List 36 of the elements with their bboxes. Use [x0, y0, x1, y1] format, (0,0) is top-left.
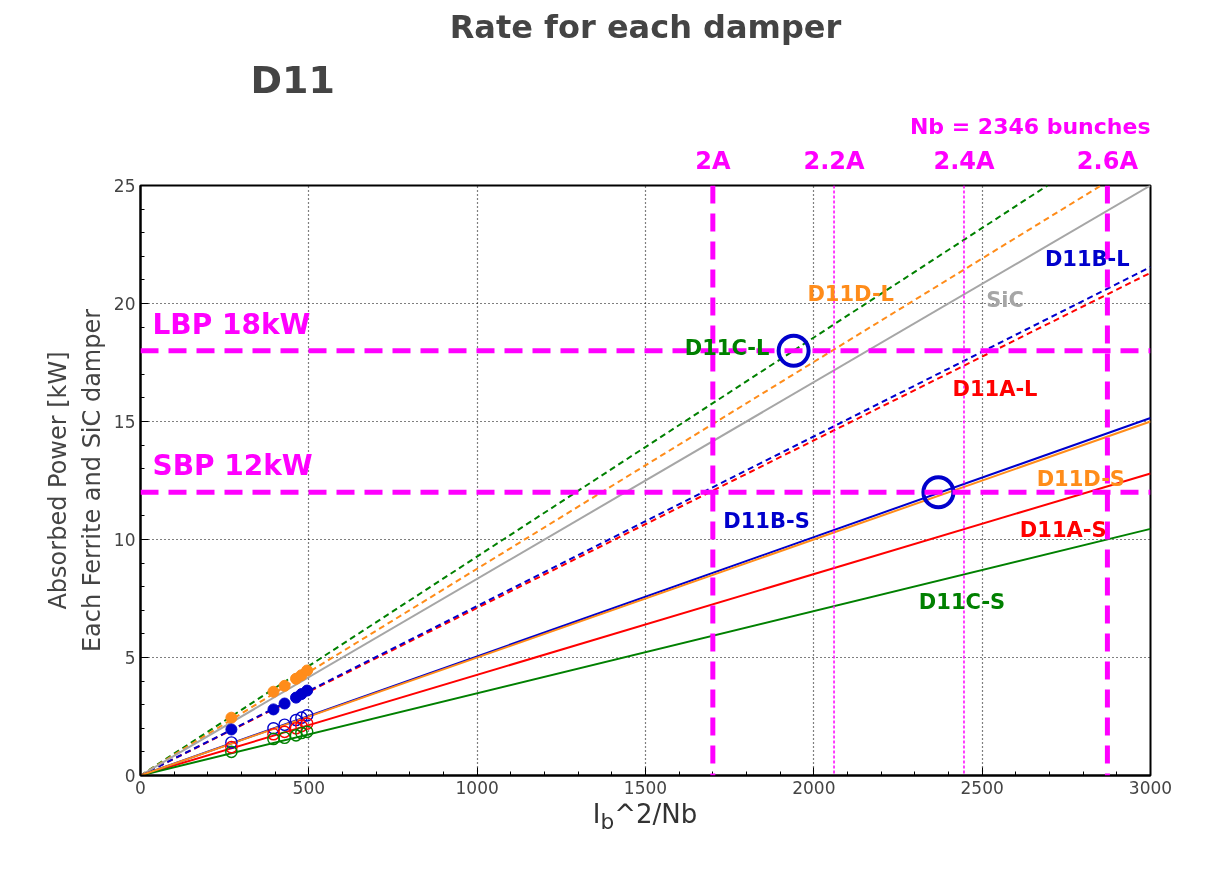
point	[267, 703, 280, 716]
x-tick-label: 1500	[623, 777, 668, 798]
y-tick-label: 25	[113, 176, 136, 196]
annotation: D11C-S	[918, 590, 1006, 615]
point	[267, 685, 280, 698]
chart-title: Rate for each damper	[449, 7, 842, 46]
y-tick-label: 10	[113, 530, 136, 550]
annotation: D11A-S	[1019, 517, 1107, 542]
y-tick-label: 15	[113, 412, 136, 432]
x-tick-label: 500	[292, 777, 326, 798]
annotation: D11B-L	[1044, 247, 1130, 272]
point	[301, 684, 314, 697]
y-axis-title: Absorbed Power [kW] Each Ferrite and SiC damper	[44, 308, 106, 653]
ref-line-label: 2.2A	[803, 146, 865, 175]
ref-line-label: 2A	[695, 146, 731, 175]
x-tick-label: 2000	[792, 777, 836, 798]
point	[278, 697, 291, 710]
text: Nb = 2346 bunches	[909, 113, 1151, 139]
y-tick-label: 5	[124, 648, 136, 668]
point	[225, 711, 238, 724]
annotation: SiC	[986, 287, 1024, 312]
chart-subtitle: D11	[250, 57, 335, 102]
ref-line-label: 2.4A	[933, 146, 995, 175]
x-tick-label: 2500	[960, 777, 1004, 798]
x-axis-title: I$_{b}$^2/Nb	[592, 798, 698, 837]
annotation: D11B-S	[723, 509, 810, 534]
annotation: D11A-L	[952, 377, 1038, 402]
x-tick-label: 1000	[455, 777, 499, 798]
point	[278, 679, 291, 692]
point	[301, 664, 314, 677]
ref-line-label: LBP 18kW	[152, 307, 311, 341]
y-tick-label: 20	[113, 294, 136, 314]
ref-line-label: SBP 12kW	[152, 449, 313, 483]
x-tick-label: 3000	[1128, 777, 1173, 798]
point	[225, 723, 238, 736]
ref-line-label: 2.6A	[1076, 146, 1139, 175]
